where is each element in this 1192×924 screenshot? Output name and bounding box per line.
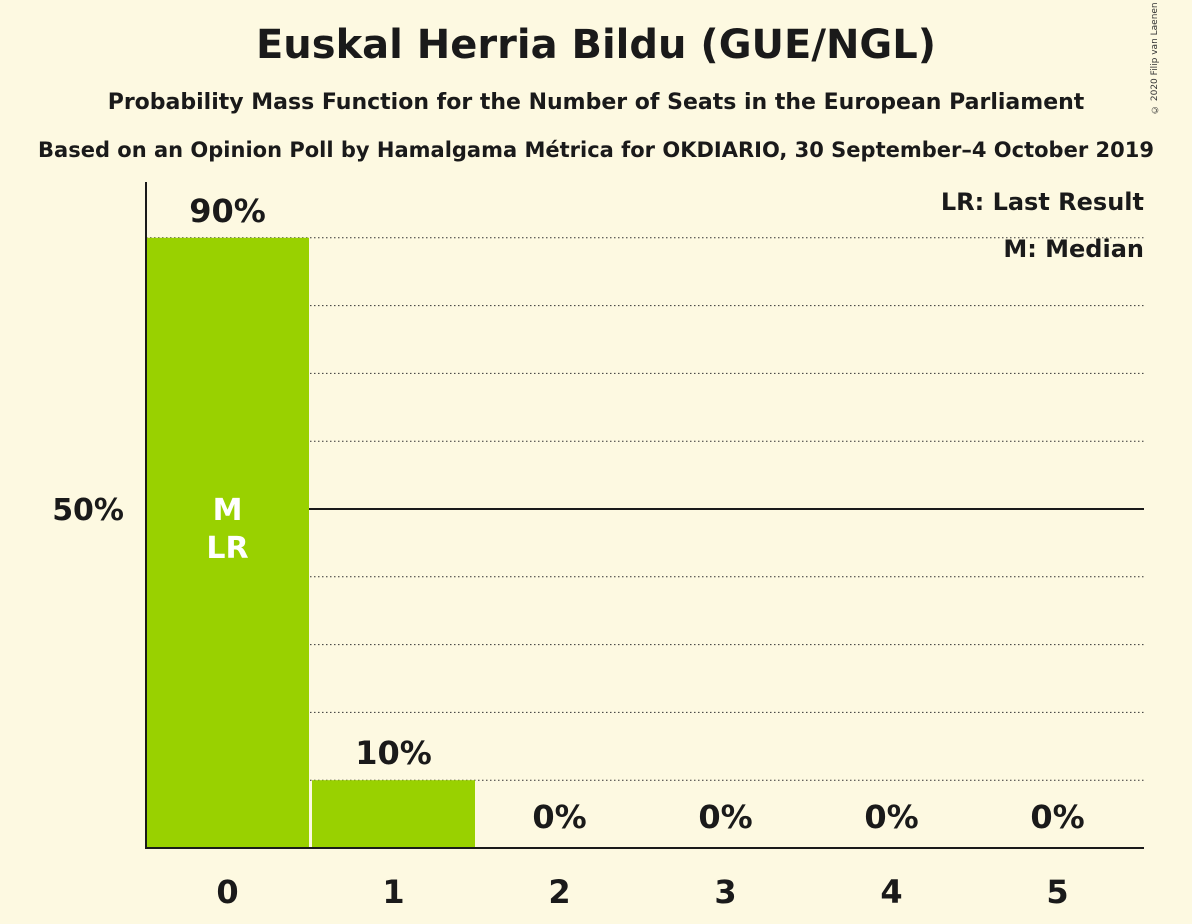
y-tick-label-50: 50% [52,493,124,528]
x-tick-label-0: 0 [216,873,238,911]
value-label-2: 0% [532,798,586,836]
chart-title: Euskal Herria Bildu (GUE/NGL) [255,22,937,68]
chart-subtitle: Probability Mass Function for the Number… [107,90,1085,115]
legend-last-result: LR: Last Result [941,188,1144,216]
value-label-0: 90% [189,192,266,230]
bar-1 [312,780,475,848]
value-label-3: 0% [698,798,752,836]
bar-0 [146,237,309,849]
x-tick-label-3: 3 [714,873,736,911]
legend-median: M: Median [1003,235,1144,263]
bar-marker-m: M [213,493,243,528]
value-label-5: 0% [1030,798,1084,836]
value-label-1: 10% [355,734,432,772]
x-tick-label-5: 5 [1046,873,1068,911]
bar-marker-lr: LR [206,531,248,566]
chart-source: Based on an Opinion Poll by Hamalgama Mé… [38,138,1154,162]
x-tick-label-4: 4 [880,873,902,911]
value-label-4: 0% [864,798,918,836]
x-tick-label-1: 1 [382,873,404,911]
x-tick-label-2: 2 [548,873,570,911]
